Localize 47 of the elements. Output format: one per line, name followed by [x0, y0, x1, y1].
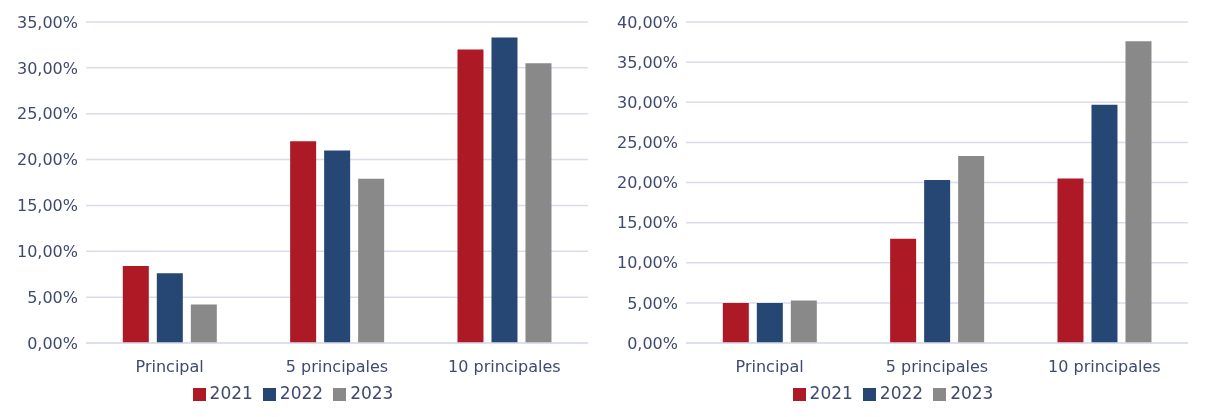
bar [1057, 178, 1084, 343]
y-tick-label: 15,00% [16, 196, 78, 216]
y-tick-label: 25,00% [616, 133, 678, 153]
legend-label: 2022 [279, 383, 324, 403]
bar [190, 304, 217, 343]
y-tick-label: 30,00% [616, 92, 678, 112]
y-tick-label: 5,00% [27, 287, 78, 307]
bar [890, 238, 917, 343]
y-tick-label: 25,00% [16, 104, 78, 124]
y-tick-label: 5,00% [627, 293, 678, 313]
y-tick-label: 20,00% [16, 150, 78, 170]
y-tick-label: 0,00% [27, 333, 78, 353]
y-tick-label: 35,00% [616, 52, 678, 72]
bar [525, 63, 552, 343]
x-tick-label: 10 principales [448, 357, 561, 377]
y-tick-label: 20,00% [616, 173, 678, 193]
y-tick-label: 15,00% [616, 213, 678, 233]
bar [958, 156, 985, 343]
x-tick-label: 5 principales [885, 357, 989, 377]
x-tick-label: 10 principales [1048, 357, 1161, 377]
y-tick-label: 30,00% [16, 58, 78, 78]
bar [924, 180, 951, 343]
x-tick-label: Principal [135, 357, 204, 377]
legend-label: 2022 [879, 383, 924, 403]
bar [790, 300, 817, 343]
bar [756, 302, 783, 343]
legend-label: 2023 [350, 383, 394, 403]
bar [1125, 41, 1152, 343]
bar [324, 150, 351, 343]
x-tick-label: 5 principales [285, 357, 389, 377]
y-tick-label: 40,00% [616, 12, 678, 32]
bar [122, 265, 149, 343]
legend-label: 2021 [809, 383, 853, 403]
bar [722, 302, 749, 343]
y-tick-label: 10,00% [16, 241, 78, 261]
bar [457, 49, 484, 343]
bar [156, 273, 183, 343]
y-tick-label: 10,00% [616, 253, 678, 273]
bar [1091, 104, 1118, 343]
bar [290, 141, 317, 343]
x-tick-label: Principal [735, 357, 804, 377]
legend-label: 2023 [950, 383, 994, 403]
y-tick-label: 35,00% [16, 12, 78, 32]
legend-label: 2021 [209, 383, 253, 403]
bar [491, 37, 518, 343]
y-tick-label: 0,00% [627, 333, 678, 353]
bar [358, 178, 385, 343]
